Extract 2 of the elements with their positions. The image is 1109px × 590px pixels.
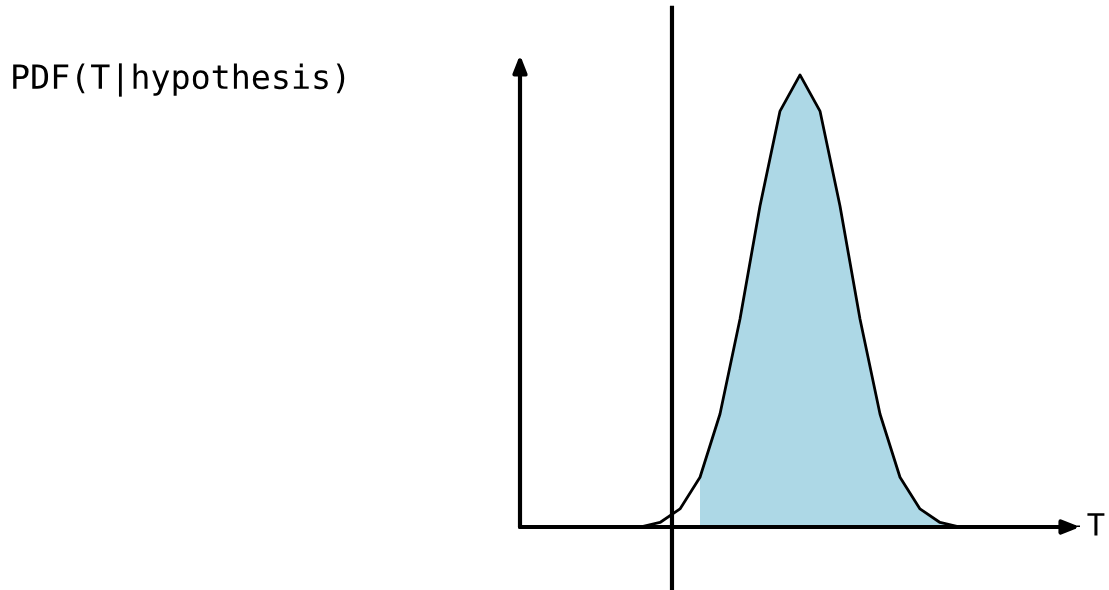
x-axis-title: T <box>1087 513 1105 536</box>
y-axis-title: PDF(T|hypothesis) <box>13 63 345 97</box>
